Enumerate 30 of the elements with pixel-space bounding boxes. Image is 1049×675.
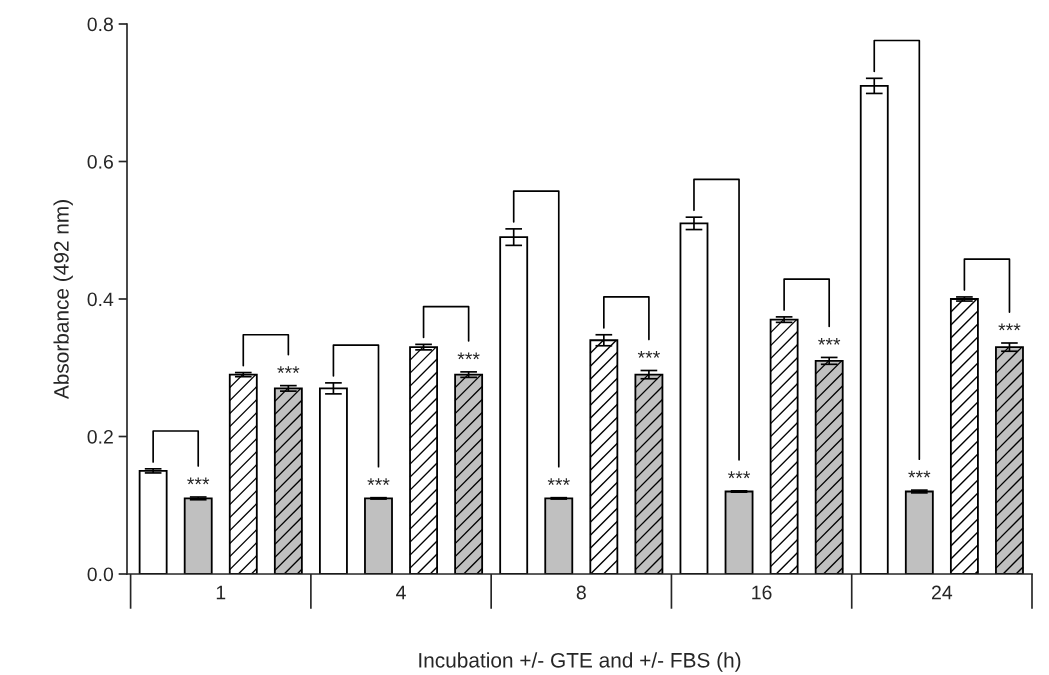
data-label: *** — [277, 366, 300, 373]
y-tick-label: 0.8 — [87, 17, 113, 32]
data-label: *** — [547, 478, 570, 486]
x-tick-label: 24 — [932, 585, 953, 600]
data-label: *** — [187, 477, 210, 485]
x-tick-label: 4 — [396, 585, 406, 600]
data-label: *** — [728, 471, 751, 479]
bar — [364, 497, 393, 574]
bar — [679, 222, 709, 574]
data-label: *** — [367, 478, 390, 486]
data-label: *** — [457, 352, 480, 360]
bar — [724, 490, 754, 574]
y-tick-label: 0.0 — [87, 567, 114, 582]
y-tick-label: 0.6 — [87, 154, 113, 169]
bar — [544, 497, 574, 574]
x-tick-label: 8 — [576, 585, 586, 600]
x-tick-label: 1 — [216, 585, 226, 600]
data-label: *** — [818, 337, 841, 345]
y-tick-label: 0.4 — [87, 292, 114, 307]
x-tick-label: 16 — [752, 585, 772, 600]
bar — [318, 387, 348, 574]
bar — [904, 490, 934, 574]
bar — [138, 469, 168, 574]
y-axis-title: Absorbance (492 nm) — [53, 200, 73, 400]
y-tick-label: 0.2 — [87, 429, 113, 444]
x-axis-title: Incubation +/- GTE and +/- FBS (h) — [419, 652, 741, 672]
data-label: *** — [908, 470, 931, 478]
bar — [183, 497, 213, 574]
data-label: *** — [637, 351, 660, 358]
data-label: *** — [998, 323, 1021, 331]
